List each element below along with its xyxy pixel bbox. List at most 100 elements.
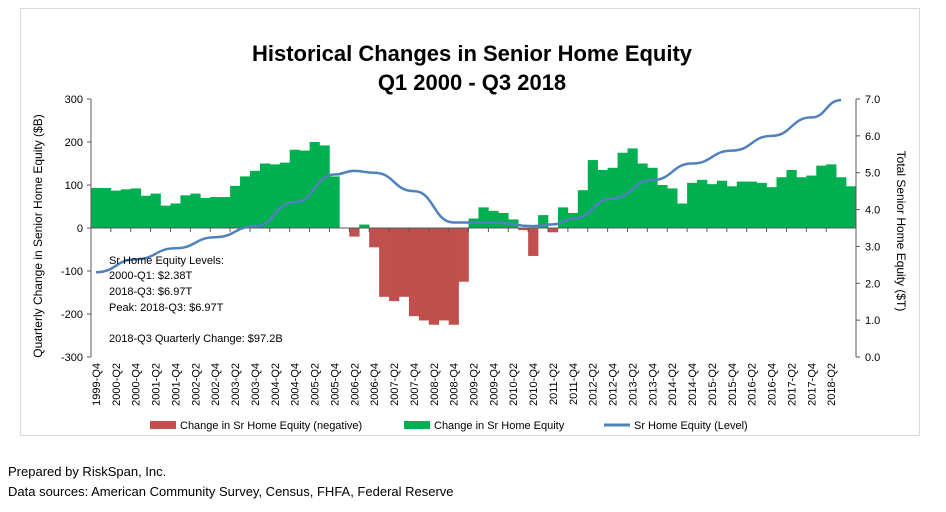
x-tick-label: 2007-Q4 <box>409 363 421 406</box>
bar <box>369 228 380 248</box>
right-tick-label: 7.0 <box>865 94 880 106</box>
bar <box>826 164 837 228</box>
x-tick-label: 2008-Q4 <box>449 363 461 406</box>
legend: Change in Sr Home Equity (negative) Chan… <box>150 420 748 432</box>
bar <box>379 228 390 297</box>
bar <box>836 177 847 228</box>
right-tick-label: 2.0 <box>865 278 880 290</box>
bar <box>518 228 529 231</box>
bar <box>110 190 122 228</box>
level-line <box>95 98 842 274</box>
bar <box>448 228 459 325</box>
svg-text:Quarterly Change in Senior Hom: Quarterly Change in Senior Home Equity (… <box>31 114 45 357</box>
x-tick-label: 2009-Q4 <box>488 363 500 406</box>
bar <box>567 212 579 228</box>
x-tick-label: 2016-Q4 <box>767 363 779 406</box>
bar <box>438 228 449 321</box>
bar <box>746 181 757 228</box>
bar <box>736 181 748 228</box>
bar <box>766 187 777 228</box>
x-tick-label: 2009-Q2 <box>469 363 481 406</box>
bar <box>557 207 569 228</box>
x-tick-label: 2013-Q4 <box>647 363 659 406</box>
right-tick-label: 5.0 <box>865 168 880 180</box>
bar <box>230 185 241 228</box>
footer-prepared-by: Prepared by RiskSpan, Inc. <box>8 464 167 479</box>
bar <box>359 224 370 228</box>
legend-label-positive: Change in Sr Home Equity <box>434 420 565 432</box>
x-tick-label: 2016-Q2 <box>747 363 759 406</box>
bar <box>846 186 857 228</box>
x-tick-label: 2002-Q4 <box>210 363 222 406</box>
left-tick-label: -300 <box>61 352 83 364</box>
footer-data-sources: Data sources: American Community Survey,… <box>8 484 454 499</box>
bar <box>637 163 648 228</box>
bar <box>478 207 489 228</box>
bar <box>458 228 469 282</box>
bar <box>279 162 291 228</box>
x-tick-label: 2011-Q2 <box>548 363 560 405</box>
bar <box>299 150 310 228</box>
x-tick-label: 2015-Q4 <box>727 363 739 406</box>
right-tick-label: 4.0 <box>865 205 880 217</box>
bar <box>806 175 817 228</box>
bar <box>210 197 221 228</box>
left-tick-label: 100 <box>65 180 83 192</box>
chart-subtitle: Q1 2000 - Q3 2018 <box>378 70 566 95</box>
chart-title: Historical Changes in Senior Home Equity <box>252 41 693 66</box>
bar <box>796 177 807 228</box>
bar <box>220 197 231 228</box>
bar <box>130 188 141 228</box>
x-tick-label: 2014-Q4 <box>687 363 699 406</box>
left-axis-title: Quarterly Change in Senior Home Equity (… <box>31 114 45 357</box>
bar <box>428 228 440 325</box>
x-tick-label: 2000-Q2 <box>111 363 123 406</box>
legend-swatch-negative <box>150 421 176 429</box>
bar <box>160 205 171 228</box>
x-tick-label: 2013-Q2 <box>627 363 639 406</box>
bar <box>697 179 708 228</box>
bar <box>200 197 211 228</box>
bar <box>190 193 201 228</box>
bar <box>706 184 718 228</box>
x-tick-label: 2005-Q4 <box>329 363 341 406</box>
footer: Prepared by RiskSpan, Inc. Data sources:… <box>8 462 454 502</box>
bar <box>756 182 767 228</box>
x-tick-label: 2014-Q2 <box>667 363 679 406</box>
bar <box>319 145 330 228</box>
x-tick-label: 2004-Q4 <box>290 363 302 406</box>
x-tick-label: 2003-Q4 <box>250 363 262 406</box>
legend-swatch-positive <box>404 421 430 429</box>
annotation-line: 2018-Q3 Quarterly Change: $97.2B <box>109 333 283 345</box>
x-tick-label: 2007-Q2 <box>389 363 401 406</box>
bar <box>309 142 320 228</box>
left-tick-label: 300 <box>65 94 83 106</box>
bar <box>776 177 787 228</box>
x-tick-label: 2017-Q4 <box>806 363 818 406</box>
chart-frame: Historical Changes in Senior Home Equity… <box>20 8 920 436</box>
bar <box>488 210 499 228</box>
bar <box>587 160 598 228</box>
bar <box>538 215 549 228</box>
bar <box>349 228 360 237</box>
x-tick-label: 2010-Q4 <box>528 363 540 406</box>
bar <box>548 228 559 233</box>
annotation-box: Sr Home Equity Levels: 2000-Q1: $2.38T 2… <box>109 255 283 345</box>
x-tick-label: 2011-Q4 <box>568 363 580 405</box>
x-tick-label: 2010-Q2 <box>508 363 520 406</box>
left-tick-label: -100 <box>61 266 83 278</box>
annotation-line: 2018-Q3: $6.97T <box>109 286 192 298</box>
bar <box>408 228 420 317</box>
bar <box>498 212 509 228</box>
x-tick-label: 2012-Q2 <box>588 363 600 406</box>
bar <box>577 190 589 228</box>
bar <box>418 228 430 321</box>
bar <box>259 163 271 228</box>
x-tick-label: 2001-Q2 <box>151 363 163 406</box>
bar <box>269 164 281 228</box>
annotation-line: Sr Home Equity Levels: <box>109 255 224 267</box>
right-tick-label: 1.0 <box>865 315 880 327</box>
x-tick-label: 2003-Q2 <box>230 363 242 406</box>
bar <box>657 185 668 228</box>
right-axis-title: Total Senior Home Equity ($T) <box>894 151 908 312</box>
